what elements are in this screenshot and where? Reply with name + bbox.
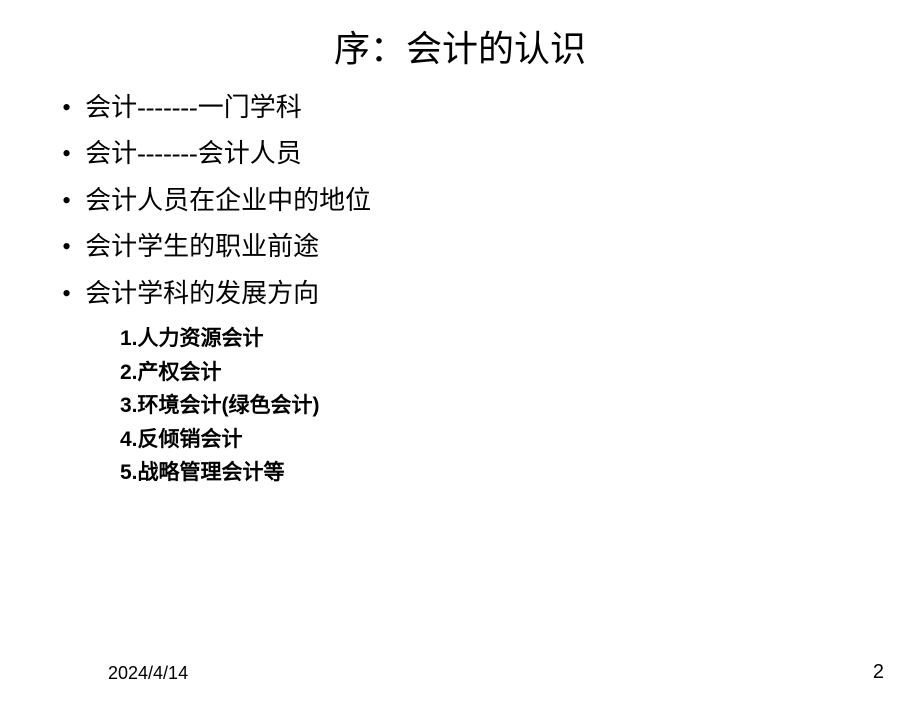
bullet-text: 会计-------一门学科 [85,90,302,126]
sub-item-text: 反倾销会计 [138,428,243,451]
bullet-item: • 会计学生的职业前途 [62,229,920,265]
bullet-dot-icon: • [62,136,71,172]
sub-item-number: 3. [120,394,138,417]
footer-date: 2024/4/14 [108,663,188,684]
bullet-text: 会计-------会计人员 [85,136,302,172]
sub-item-text: 环境会计(绿色会计) [138,394,320,417]
sub-item-text: 战略管理会计等 [138,461,285,484]
sub-item: 2.产权会计 [120,356,920,390]
sub-item-number: 1. [120,327,138,350]
bullet-item: • 会计-------会计人员 [62,136,920,172]
bullet-item: • 会计-------一门学科 [62,90,920,126]
sub-list: 1.人力资源会计 2.产权会计 3.环境会计(绿色会计) 4.反倾销会计 5.战… [120,322,920,490]
sub-item: 4.反倾销会计 [120,423,920,457]
sub-item-number: 5. [120,461,138,484]
bullet-dot-icon: • [62,276,71,312]
bullet-item: • 会计人员在企业中的地位 [62,183,920,219]
content-area: • 会计-------一门学科 • 会计-------会计人员 • 会计人员在企… [0,90,920,490]
bullet-item: • 会计学科的发展方向 [62,276,920,312]
bullet-text: 会计人员在企业中的地位 [85,183,371,219]
sub-item-text: 人力资源会计 [138,327,264,350]
bullet-text: 会计学生的职业前途 [85,229,319,265]
bullet-dot-icon: • [62,229,71,265]
bullet-text: 会计学科的发展方向 [85,276,319,312]
sub-item: 1.人力资源会计 [120,322,920,356]
sub-item-number: 2. [120,361,138,384]
slide-title: 序：会计的认识 [0,20,920,72]
sub-item: 5.战略管理会计等 [120,456,920,490]
footer-page-number: 2 [873,661,884,684]
sub-item: 3.环境会计(绿色会计) [120,389,920,423]
bullet-dot-icon: • [62,183,71,219]
sub-item-number: 4. [120,428,138,451]
bullet-dot-icon: • [62,90,71,126]
sub-item-text: 产权会计 [138,361,222,384]
